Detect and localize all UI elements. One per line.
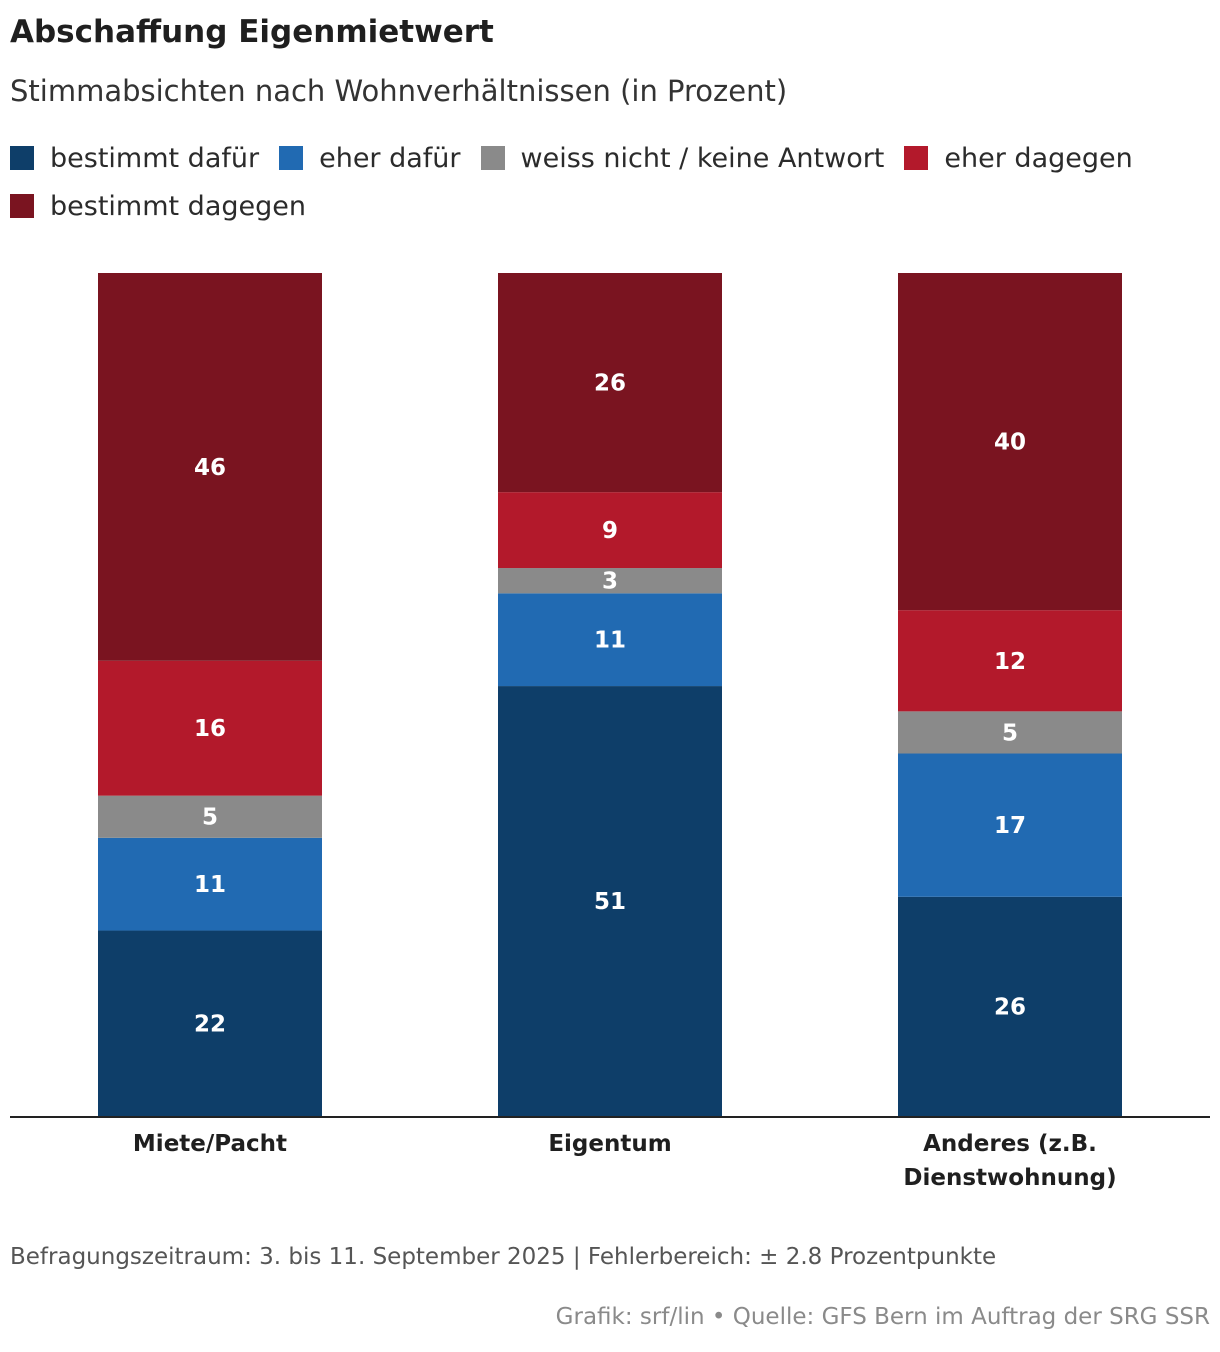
bar-segment <box>498 273 722 493</box>
data-label: 3 <box>602 569 618 595</box>
bar-segment <box>98 660 322 796</box>
legend-item: weiss nicht / keine Antwort <box>480 140 885 176</box>
bar-segment <box>898 610 1122 712</box>
legend: bestimmt dafür eher dafür weiss nicht / ke… <box>10 140 1200 224</box>
legend-label: weiss nicht / keine Antwort <box>520 142 885 174</box>
legend-swatch <box>10 146 34 170</box>
bar-segment <box>898 896 1122 1116</box>
bar-segment <box>498 568 722 594</box>
data-label: 16 <box>194 716 226 742</box>
bar-segment <box>98 837 322 931</box>
footnote: Befragungszeitraum: 3. bis 11. September… <box>10 1244 997 1270</box>
bar-segment <box>898 753 1122 897</box>
legend-item: bestimmt dafür <box>10 140 259 176</box>
data-label: 40 <box>994 430 1026 456</box>
legend-label: eher dagegen <box>944 142 1133 174</box>
data-label: 26 <box>994 994 1026 1020</box>
bar-segment <box>498 686 722 1116</box>
data-label: 51 <box>594 889 626 915</box>
legend-swatch <box>10 194 34 218</box>
data-label: 17 <box>994 813 1026 839</box>
bar-segment <box>498 593 722 687</box>
legend-label: eher dafür <box>319 142 461 174</box>
legend-item: eher dagegen <box>904 140 1133 176</box>
legend-swatch <box>480 146 505 170</box>
bar-segment <box>98 930 322 1116</box>
category-label: Dienstwohnung) <box>903 1165 1116 1191</box>
category-label: Miete/Pacht <box>133 1131 287 1157</box>
data-label: 11 <box>594 628 626 654</box>
data-label: 5 <box>1002 720 1018 746</box>
data-label: 5 <box>202 805 218 831</box>
data-label: 9 <box>602 518 618 544</box>
legend-item: eher dafür <box>279 140 461 176</box>
data-label: 11 <box>194 872 226 898</box>
bar-segment <box>98 795 322 838</box>
bar-segment <box>898 273 1122 611</box>
legend-swatch <box>904 146 929 170</box>
legend-swatch <box>279 146 304 170</box>
data-label: 22 <box>194 1011 226 1037</box>
legend-label: bestimmt dagegen <box>50 190 306 222</box>
source-credit: Grafik: srf/lin • Quelle: GFS Bern im Au… <box>555 1304 1210 1330</box>
data-label: 46 <box>194 455 226 481</box>
bar-segment <box>898 711 1122 754</box>
data-label: 26 <box>594 371 626 397</box>
bar-segment <box>98 273 322 661</box>
chart-title: Abschaffung Eigenmietwert <box>10 14 494 50</box>
stacked-bar-chart: 22 11 5 16 46 Miete/Pacht 51 11 3 9 26 Eigentum 26 17… <box>10 273 1210 1191</box>
legend-label: bestimmt dafür <box>50 142 260 174</box>
category-label: Anderes (z.B. <box>923 1131 1097 1157</box>
category-label: Eigentum <box>548 1131 671 1157</box>
bar-segment <box>498 492 722 569</box>
data-label: 12 <box>994 649 1026 675</box>
legend-item: bestimmt dagegen <box>10 188 306 224</box>
chart-subtitle: Stimmabsichten nach Wohnverhältnissen (i… <box>10 74 788 108</box>
